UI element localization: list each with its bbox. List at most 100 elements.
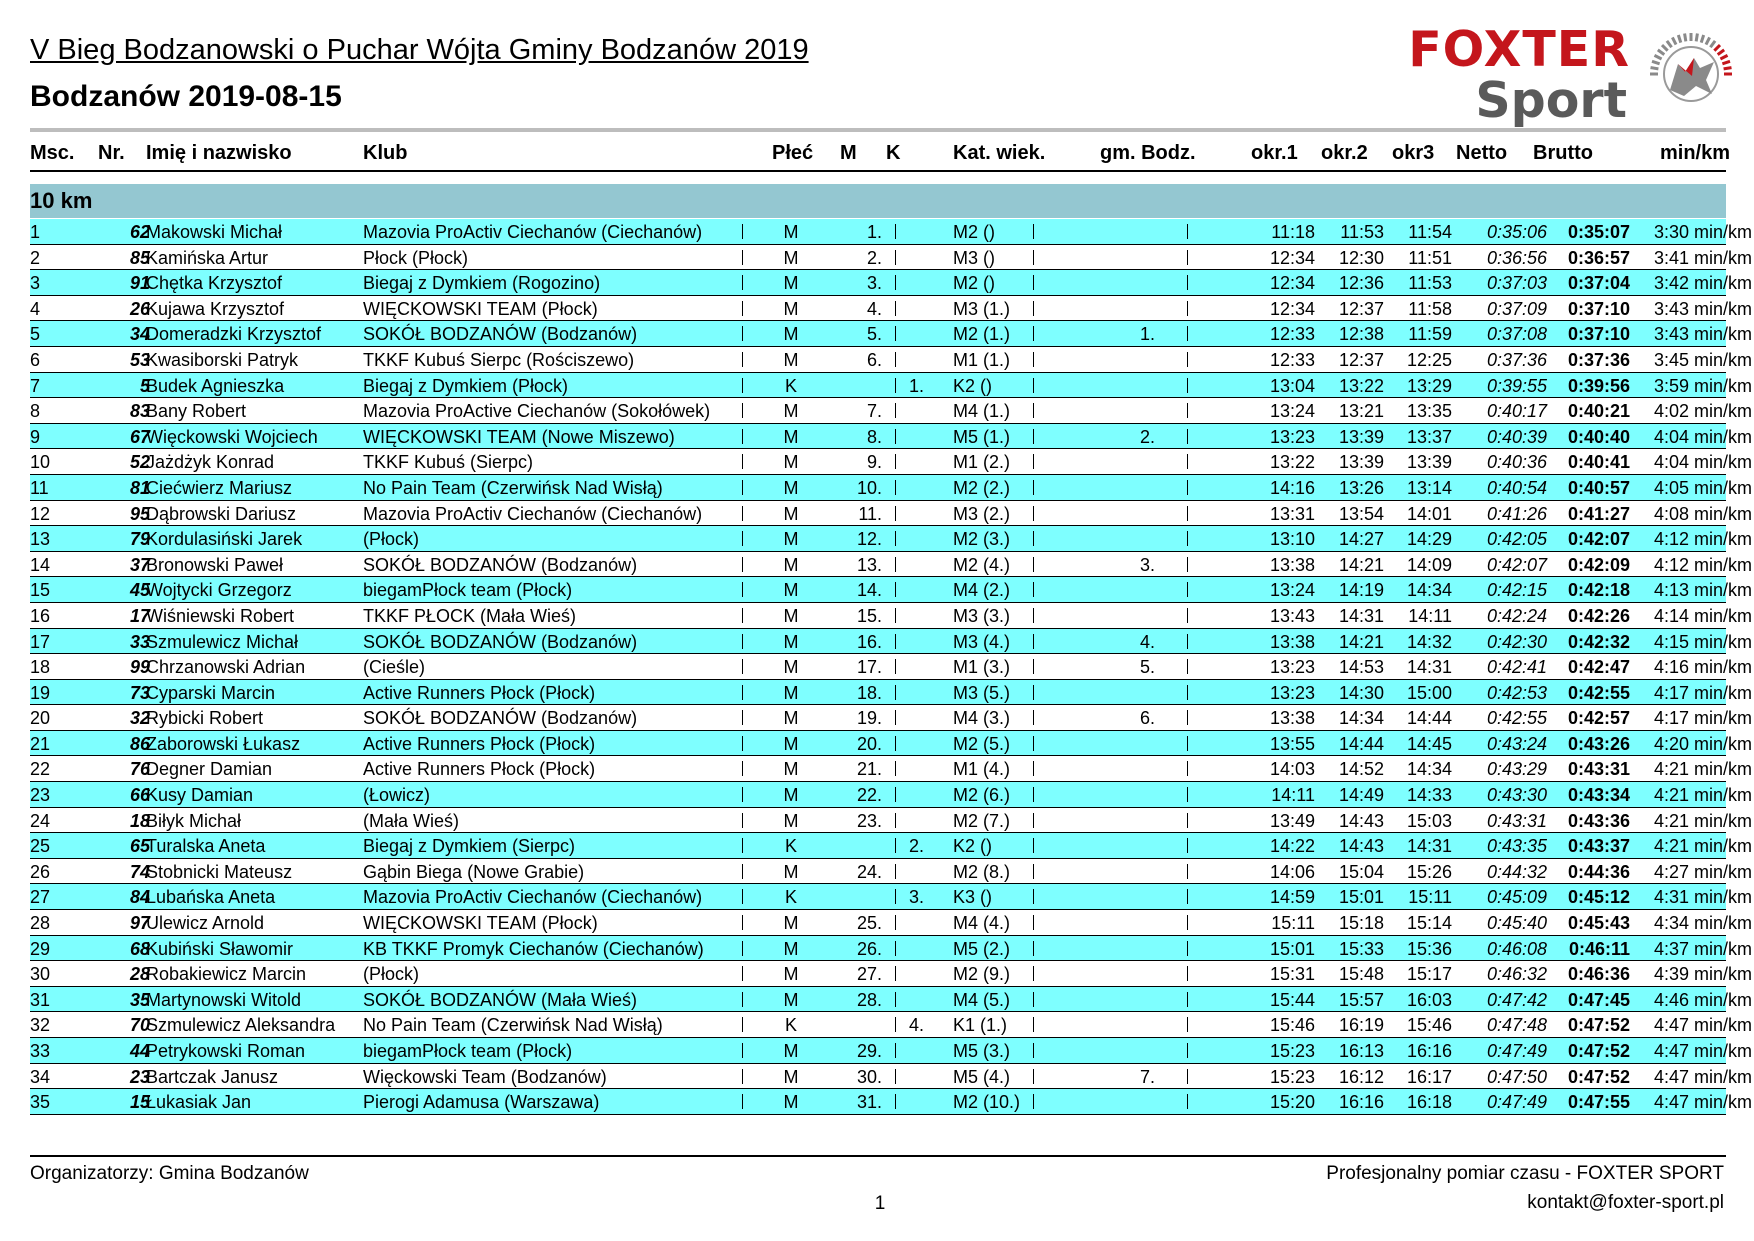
- row-nr: 28: [129, 964, 150, 985]
- row-club: Płock (Płock): [363, 247, 469, 268]
- row-pace: 4:08 min/km: [1653, 503, 1752, 524]
- row-name: Kwasiborski Patryk: [146, 349, 299, 370]
- foxter-sport-logo: FOXTER Sport: [1380, 24, 1732, 130]
- row-nr: 26: [129, 298, 150, 319]
- row-okr3: 11:53: [1408, 273, 1452, 294]
- column-separator: [1033, 351, 1034, 367]
- column-separator: [742, 761, 743, 777]
- column-separator: [895, 1068, 896, 1084]
- table-row: 25 65 Turalska Aneta Biegaj z Dymkiem (Sier…: [30, 833, 1752, 859]
- row-club: (Mała Wieś): [363, 810, 460, 831]
- column-separator: [1033, 659, 1034, 675]
- row-name: Szmulewicz Aleksandra: [146, 1015, 336, 1036]
- column-separator: [895, 889, 896, 905]
- row-msc: 33: [30, 1041, 51, 1061]
- row-msc: 15: [30, 580, 51, 601]
- row-name: Kordulasiński Jarek: [146, 529, 303, 550]
- row-okr3: 14:31: [1406, 836, 1452, 857]
- row-nr: 84: [129, 887, 150, 908]
- row-okr1: 14:16: [1269, 477, 1315, 498]
- row-kat: K2 (): [953, 836, 993, 857]
- col-nr: Nr.: [98, 142, 125, 164]
- table-row: 10 52 Jażdżyk Konrad TKKF Kubuś (Sierpc) M 9.…: [30, 449, 1752, 475]
- table-row: 18 99 Chrzanowski Adrian (Cieśle) M 17. M1 (3.…: [30, 654, 1752, 680]
- row-club: WIĘCKOWSKI TEAM (Płock): [363, 913, 598, 934]
- row-pace: 4:04 min/km: [1653, 452, 1752, 473]
- row-brutto: 0:46:36: [1567, 964, 1630, 985]
- row-okr1: 14:22: [1269, 836, 1315, 857]
- row-k: 3.: [908, 887, 924, 908]
- row-okr2: 14:44: [1338, 733, 1384, 754]
- row-netto: 0:47:50: [1486, 1066, 1547, 1087]
- col-okr3: okr3: [1392, 142, 1435, 164]
- row-brutto: 0:40:41: [1567, 452, 1630, 473]
- column-separator: [895, 1017, 896, 1033]
- column-separator: [742, 403, 743, 419]
- column-separator: [1033, 326, 1034, 342]
- row-sex: M: [783, 964, 799, 985]
- column-separator: [895, 224, 896, 239]
- row-nr: 23: [129, 1066, 150, 1087]
- column-separator: [1033, 966, 1034, 982]
- row-okr3: 15:03: [1406, 810, 1452, 831]
- row-msc: 11: [30, 477, 49, 498]
- row-m: 3.: [866, 273, 882, 294]
- row-netto: 0:37:09: [1486, 298, 1547, 319]
- column-separator: [742, 300, 743, 316]
- column-separator: [895, 607, 896, 623]
- row-club: Więckowski Team (Bodzanów): [363, 1066, 607, 1087]
- row-sex: M: [783, 401, 799, 422]
- row-okr2: 13:22: [1338, 375, 1384, 396]
- column-separator: [1187, 889, 1188, 905]
- row-kat: M4 (3.): [953, 708, 1011, 729]
- table-row: 20 32 Rybicki Robert SOKÓŁ BODZANÓW (Bodzan…: [30, 705, 1752, 731]
- column-separator: [1033, 403, 1034, 419]
- row-okr3: 14:45: [1406, 733, 1452, 754]
- table-row: 30 28 Robakiewicz Marcin (Płock) M 27. M2 (9.)…: [30, 961, 1752, 987]
- row-nr: 85: [129, 247, 150, 268]
- column-separator: [1187, 454, 1188, 470]
- row-okr1: 13:31: [1269, 503, 1315, 524]
- column-separator: [1187, 787, 1188, 803]
- row-brutto: 0:35:07: [1567, 222, 1630, 242]
- row-okr2: 13:39: [1338, 452, 1384, 473]
- column-separator: [1187, 735, 1188, 751]
- row-msc: 20: [30, 708, 51, 729]
- column-separator: [1187, 915, 1188, 931]
- row-okr3: 15:36: [1406, 938, 1452, 959]
- row-msc: 21: [30, 733, 51, 754]
- row-pace: 4:17 min/km: [1653, 708, 1752, 729]
- row-nr: 73: [129, 682, 150, 703]
- row-msc: 35: [30, 1092, 51, 1113]
- col-netto: Netto: [1456, 142, 1508, 164]
- row-okr1: 13:38: [1269, 631, 1315, 652]
- row-name: Turalska Aneta: [146, 836, 266, 857]
- row-sex: K: [784, 1015, 797, 1036]
- row-club: Mazovia ProActiv Ciechanów (Ciechanów): [363, 887, 703, 908]
- column-separator: [1033, 1068, 1034, 1084]
- row-sex: M: [783, 426, 799, 447]
- column-separator: [895, 812, 896, 828]
- row-pace: 4:14 min/km: [1653, 605, 1752, 626]
- row-okr2: 14:43: [1338, 810, 1384, 831]
- table-row: 2 85 Kamińska Artur Płock (Płock) M 2. M3 () 12…: [30, 245, 1752, 271]
- row-club: (Cieśle): [363, 657, 426, 678]
- row-okr3: 14:44: [1406, 708, 1452, 729]
- col-sex: Płeć: [772, 142, 814, 164]
- row-name: Kusy Damian: [146, 785, 254, 806]
- row-msc: 31: [30, 989, 51, 1010]
- row-pace: 4:02 min/km: [1653, 401, 1752, 422]
- row-club: Mazovia ProActiv Ciechanów (Ciechanów): [363, 503, 703, 524]
- column-separator: [742, 428, 743, 444]
- row-club: Active Runners Płock (Płock): [363, 682, 596, 703]
- row-name: Petrykowski Roman: [146, 1041, 306, 1061]
- row-sex: M: [783, 1041, 799, 1061]
- row-m: 22.: [856, 785, 882, 806]
- row-netto: 0:40:54: [1486, 477, 1547, 498]
- row-okr1: 12:33: [1269, 349, 1315, 370]
- row-okr2: 13:26: [1338, 477, 1384, 498]
- row-okr1: 15:31: [1269, 964, 1315, 985]
- row-nr: 81: [129, 477, 150, 498]
- col-brutto: Brutto: [1533, 142, 1593, 164]
- row-sex: M: [783, 938, 799, 959]
